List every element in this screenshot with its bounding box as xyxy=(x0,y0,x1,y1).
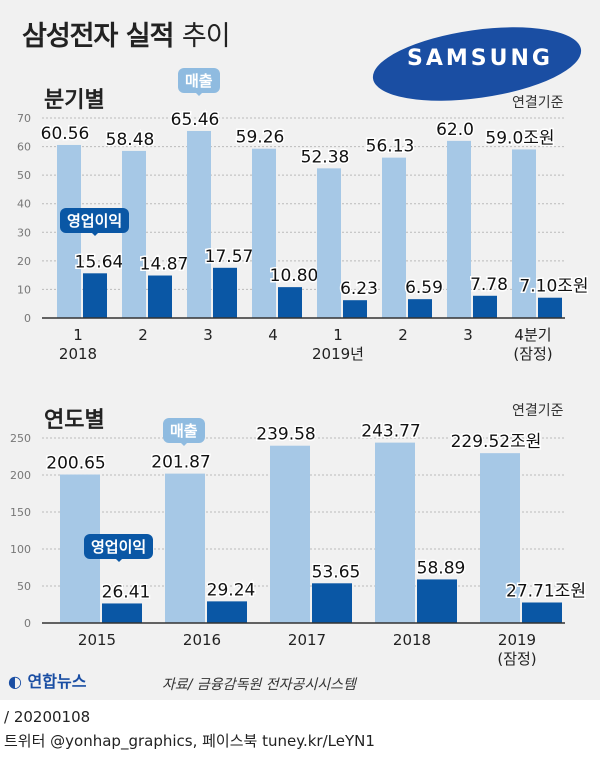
sales-value-label: 58.48 xyxy=(106,130,155,150)
quarterly-basis: 연결기준 xyxy=(512,95,564,111)
annual-sales-legend-tag: 매출 xyxy=(163,418,205,446)
page-title: 삼성전자 실적 추이 xyxy=(22,21,231,52)
op-value-label: 14.87 xyxy=(140,255,189,275)
x-tick-label: 1 xyxy=(333,326,343,344)
y-tick-label: 60 xyxy=(17,141,31,154)
sales-value-label: 65.46 xyxy=(171,110,220,130)
op-bar xyxy=(278,287,302,318)
sales-value-label: 59.0조원 xyxy=(485,128,554,148)
op-value-label: 7.78 xyxy=(470,275,508,295)
op-value-label: 17.57 xyxy=(205,247,254,267)
op-value-label: 26.41 xyxy=(102,582,151,602)
sales-value-label: 239.58 xyxy=(256,425,315,445)
op-bar xyxy=(473,295,497,318)
x-tick-label: 4분기 xyxy=(514,326,551,344)
sales-bar xyxy=(382,157,406,318)
y-tick-label: 50 xyxy=(17,169,31,182)
sales-bar xyxy=(480,453,520,623)
y-tick-label: 20 xyxy=(17,255,31,268)
op-value-label: 53.65 xyxy=(312,562,361,582)
y-tick-label: 40 xyxy=(17,198,31,211)
y-tick-label: 200 xyxy=(10,469,31,482)
bar-charts: 01020304050607060.5615.641201858.4814.87… xyxy=(10,108,590,668)
x-tick-label: 3 xyxy=(463,326,473,344)
sales-value-label: 243.77 xyxy=(361,422,420,442)
sales-bar xyxy=(270,445,310,623)
sales-value-label: 52.38 xyxy=(301,147,350,167)
x-tick-label: 2 xyxy=(138,326,148,344)
op-value-label: 27.71조원 xyxy=(506,581,586,601)
y-tick-label: 50 xyxy=(17,580,31,593)
sales-bar xyxy=(165,473,205,623)
op-bar xyxy=(417,579,457,623)
sales-bar xyxy=(447,140,471,318)
sales-value-label: 60.56 xyxy=(41,124,90,144)
sales-value-label: 62.0 xyxy=(436,120,474,140)
x-tick-label: 2016 xyxy=(183,631,221,649)
y-tick-label: 0 xyxy=(24,312,31,325)
annual-title: 연도별 xyxy=(44,408,105,433)
operating-profit-legend-tag: 영업이익 xyxy=(60,208,130,236)
x-tick-label: 2019 xyxy=(498,631,536,649)
sales-bar xyxy=(252,148,276,318)
footer-date: / 20200108 xyxy=(4,708,91,726)
x-tick-label: 4 xyxy=(268,326,278,344)
sales-bar xyxy=(122,150,146,318)
x-sub-label: 2019년 xyxy=(312,345,364,363)
x-sub-label: (잠정) xyxy=(513,345,552,363)
op-bar xyxy=(102,603,142,623)
x-tick-label: 1 xyxy=(73,326,83,344)
sales-value-label: 201.87 xyxy=(151,453,210,473)
sales-value-label: 59.26 xyxy=(236,128,285,148)
op-value-label: 29.24 xyxy=(207,580,256,600)
op-bar xyxy=(207,601,247,623)
x-tick-label: 2015 xyxy=(78,631,116,649)
footer-social: 트위터 @yonhap_graphics, 페이스북 tuney.kr/LeYN… xyxy=(4,732,375,750)
op-bar xyxy=(148,275,172,318)
x-sub-label: 2018 xyxy=(59,345,97,363)
op-bar xyxy=(83,273,107,318)
y-tick-label: 30 xyxy=(17,226,31,239)
y-tick-label: 10 xyxy=(17,283,31,296)
x-tick-label: 3 xyxy=(203,326,213,344)
op-bar xyxy=(343,300,367,318)
y-tick-label: 150 xyxy=(10,506,31,519)
x-tick-label: 2017 xyxy=(288,631,326,649)
x-sub-label: (잠정) xyxy=(497,650,536,668)
source-note: 자료/ 금융감독원 전자공시시스템 xyxy=(162,677,356,693)
op-value-label: 7.10조원 xyxy=(519,277,588,297)
op-bar xyxy=(408,299,432,318)
sales-value-label: 229.52조원 xyxy=(451,432,542,452)
y-tick-label: 70 xyxy=(17,112,31,125)
op-bar xyxy=(213,267,237,318)
x-tick-label: 2018 xyxy=(393,631,431,649)
op-bar xyxy=(522,602,562,623)
y-tick-label: 250 xyxy=(10,432,31,445)
sales-bar xyxy=(375,442,415,623)
op-value-label: 58.89 xyxy=(417,558,466,578)
y-tick-label: 0 xyxy=(24,617,31,630)
x-tick-label: 2 xyxy=(398,326,408,344)
op-bar xyxy=(312,583,352,623)
sales-value-label: 200.65 xyxy=(46,454,105,474)
sales-legend-tag: 매출 xyxy=(178,68,220,96)
op-value-label: 6.59 xyxy=(405,278,443,298)
sales-bar xyxy=(317,168,341,318)
sales-value-label: 56.13 xyxy=(366,137,415,157)
op-value-label: 10.80 xyxy=(270,266,319,286)
samsung-logo-text: SAMSUNG xyxy=(407,46,553,71)
sales-bar xyxy=(512,149,536,318)
op-bar xyxy=(538,297,562,318)
y-tick-label: 100 xyxy=(10,543,31,556)
yonhap-logo: ◐ 연합뉴스 xyxy=(8,672,87,691)
sales-bar xyxy=(187,130,211,318)
op-value-label: 6.23 xyxy=(340,279,378,299)
op-value-label: 15.64 xyxy=(75,252,124,272)
annual-basis: 연결기준 xyxy=(512,403,564,419)
quarterly-title: 분기별 xyxy=(44,88,105,113)
annual-operating-profit-legend-tag: 영업이익 xyxy=(84,534,154,562)
